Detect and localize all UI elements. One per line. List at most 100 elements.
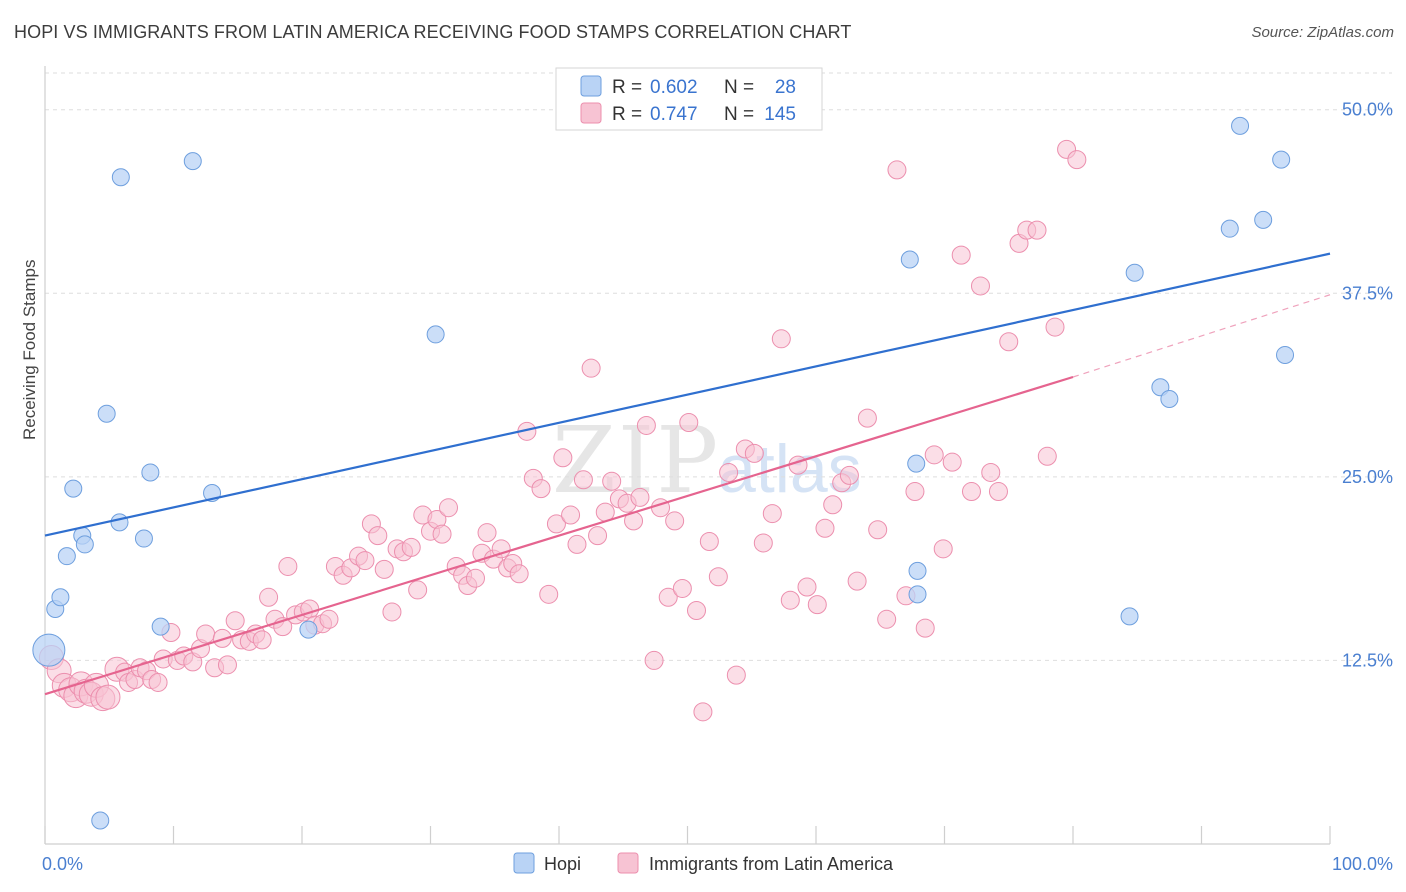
- stats-hopi-swatch: [580, 75, 602, 97]
- latin-point: [368, 526, 388, 546]
- latin-point: [658, 587, 678, 607]
- latin-point: [491, 539, 511, 559]
- latin-point: [847, 571, 867, 591]
- latin-point: [1037, 446, 1057, 466]
- latin-point: [905, 482, 925, 502]
- stats-latin-swatch: [580, 102, 602, 124]
- latin-point: [148, 672, 168, 692]
- latin-point: [823, 495, 843, 515]
- latin-point: [699, 531, 719, 551]
- bottom-legend: Hopi Immigrants from Latin America: [513, 852, 894, 874]
- hopi-point: [57, 547, 76, 566]
- latin-point: [319, 609, 339, 629]
- latin-point: [887, 160, 907, 180]
- hopi-point: [1231, 116, 1250, 135]
- stats-hopi-n-label: N =: [724, 77, 754, 98]
- hopi-point: [183, 152, 202, 171]
- latin-point: [531, 479, 551, 499]
- watermark: ZIP atlas: [552, 407, 862, 514]
- hopi-point: [141, 463, 160, 482]
- latin-point: [477, 523, 497, 543]
- hopi-trendline: [44, 252, 1331, 537]
- latin-point: [217, 655, 237, 675]
- legend-latin-label: Immigrants from Latin America: [649, 854, 894, 874]
- x-tick-labels: 0.0% 100.0%: [42, 854, 1393, 874]
- trendlines: [44, 252, 1331, 696]
- hopi-point: [97, 404, 116, 423]
- latin-point: [988, 482, 1008, 502]
- stats-hopi-r-label: R =: [612, 77, 642, 98]
- hopi-point: [75, 535, 94, 554]
- axes: [44, 66, 1331, 845]
- latin-point: [815, 518, 835, 538]
- hopi-point: [1120, 607, 1139, 626]
- y-tick-label: 37.5%: [1342, 283, 1393, 303]
- y-tick-labels: 12.5% 25.0% 37.5% 50.0%: [1342, 100, 1393, 671]
- latin-point: [665, 511, 685, 531]
- latin-trendline-extension: [1072, 294, 1331, 378]
- hopi-point: [1125, 263, 1144, 282]
- hopi-point: [1160, 390, 1179, 409]
- hopi-point: [1276, 345, 1295, 364]
- latin-point: [567, 534, 587, 554]
- hopi-point: [907, 454, 926, 473]
- legend-hopi-label: Hopi: [544, 854, 581, 874]
- hopi-point: [32, 633, 66, 667]
- latin-point: [408, 580, 428, 600]
- latin-point: [797, 577, 817, 597]
- latin-point: [924, 445, 944, 465]
- latin-point: [432, 524, 452, 544]
- latin-point: [961, 482, 981, 502]
- x-tick-label: 100.0%: [1332, 854, 1393, 874]
- latin-point: [744, 443, 764, 463]
- latin-point: [951, 245, 971, 265]
- latin-trendline: [44, 375, 1074, 696]
- latin-point: [1067, 150, 1087, 170]
- latin-point: [573, 470, 593, 490]
- latin-point: [259, 587, 279, 607]
- y-tick-label: 25.0%: [1342, 467, 1393, 487]
- source-credit: Source: ZipAtlas.com: [1251, 24, 1394, 41]
- hopi-point: [110, 513, 129, 532]
- chart-title: HOPI VS IMMIGRANTS FROM LATIN AMERICA RE…: [14, 22, 852, 42]
- legend-latin-swatch: [617, 852, 639, 874]
- latin-point: [1027, 220, 1047, 240]
- latin-point: [588, 526, 608, 546]
- latin-point: [95, 684, 121, 710]
- latin-point: [581, 358, 601, 378]
- latin-point: [686, 600, 706, 620]
- stats-legend: R = 0.602 N = 28 R = 0.747 N = 145: [555, 67, 823, 131]
- stats-hopi-r-value: 0.602: [650, 77, 698, 98]
- hopi-point: [426, 325, 445, 344]
- hopi-point: [1254, 210, 1273, 229]
- latin-point: [780, 590, 800, 610]
- latin-point: [636, 415, 656, 435]
- latin-point: [278, 556, 298, 576]
- latin-point: [465, 568, 485, 588]
- y-tick-label: 50.0%: [1342, 100, 1393, 120]
- y-axis-label: Receiving Food Stamps: [20, 259, 39, 440]
- hopi-point: [1220, 219, 1239, 238]
- hopi-point: [908, 561, 927, 580]
- latin-point: [762, 504, 782, 524]
- latin-point: [726, 665, 746, 685]
- latin-point: [401, 537, 421, 557]
- stats-latin-r-label: R =: [612, 104, 642, 125]
- latin-point: [509, 564, 529, 584]
- latin-point: [981, 462, 1001, 482]
- latin-point: [539, 584, 559, 604]
- latin-point: [970, 276, 990, 296]
- latin-point: [252, 630, 272, 650]
- legend-hopi-swatch: [513, 852, 535, 874]
- stats-latin-n-label: N =: [724, 104, 754, 125]
- hopi-point: [900, 250, 919, 269]
- hopi-point: [299, 620, 318, 639]
- latin-point: [915, 618, 935, 638]
- latin-point: [672, 578, 692, 598]
- latin-point: [708, 567, 728, 587]
- latin-point: [839, 465, 859, 485]
- latin-point: [719, 462, 739, 482]
- latin-point: [857, 408, 877, 428]
- latin-point: [693, 702, 713, 722]
- latin-point: [753, 533, 773, 553]
